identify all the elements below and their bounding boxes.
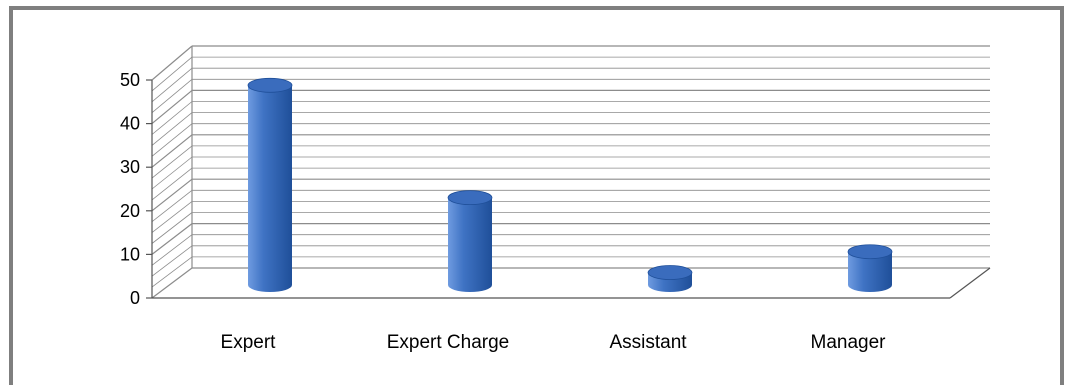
y-tick-label: 20 [120, 201, 140, 221]
bar-body [848, 251, 892, 292]
category-label: Manager [811, 332, 887, 353]
side-gridline [151, 256, 193, 288]
bar-top [847, 244, 893, 260]
floor-right-edge [949, 267, 991, 299]
labels: 0 10 20 30 40 50 Expert Expert Charge Assistant M… [120, 70, 886, 353]
side-gridline [151, 89, 193, 125]
side-gridline [151, 245, 193, 277]
bar-top [447, 190, 493, 206]
axis [146, 46, 991, 299]
bars [247, 77, 893, 292]
bar-top [647, 265, 693, 280]
side-gridline [151, 123, 193, 157]
side-gridline [151, 267, 193, 299]
y-tick-label: 50 [120, 70, 140, 90]
side-gridline [151, 56, 193, 92]
y-tick-label: 40 [120, 114, 140, 134]
y-tick-label: 0 [130, 288, 140, 308]
side-gridline [151, 78, 193, 114]
category-label: Expert Charge [387, 332, 510, 353]
y-tick-label: 10 [120, 244, 140, 264]
side-gridline [151, 101, 193, 135]
category-label: Expert [221, 332, 277, 353]
bar-manager [847, 244, 893, 292]
side-gridline [151, 223, 193, 255]
side-gridline [151, 112, 193, 146]
category-label: Assistant [609, 332, 687, 353]
side-gridline [151, 45, 193, 81]
side-gridline [151, 134, 193, 168]
side-gridline [151, 167, 193, 201]
side-gridline [151, 201, 193, 233]
side-gridline [151, 67, 193, 103]
side-gridline [151, 212, 193, 244]
bar-top [247, 77, 293, 93]
bar-expert-charge [447, 190, 493, 292]
gridlines [151, 45, 990, 299]
y-tick-label: 30 [120, 157, 140, 177]
side-gridline [151, 145, 193, 179]
side-gridline [151, 234, 193, 266]
side-gridline [151, 178, 193, 212]
bar-expert [247, 77, 293, 292]
side-gridline [151, 156, 193, 190]
bar-assistant [647, 265, 693, 292]
bar-body [248, 85, 292, 292]
bar-body [448, 197, 492, 292]
side-gridline [151, 189, 193, 223]
